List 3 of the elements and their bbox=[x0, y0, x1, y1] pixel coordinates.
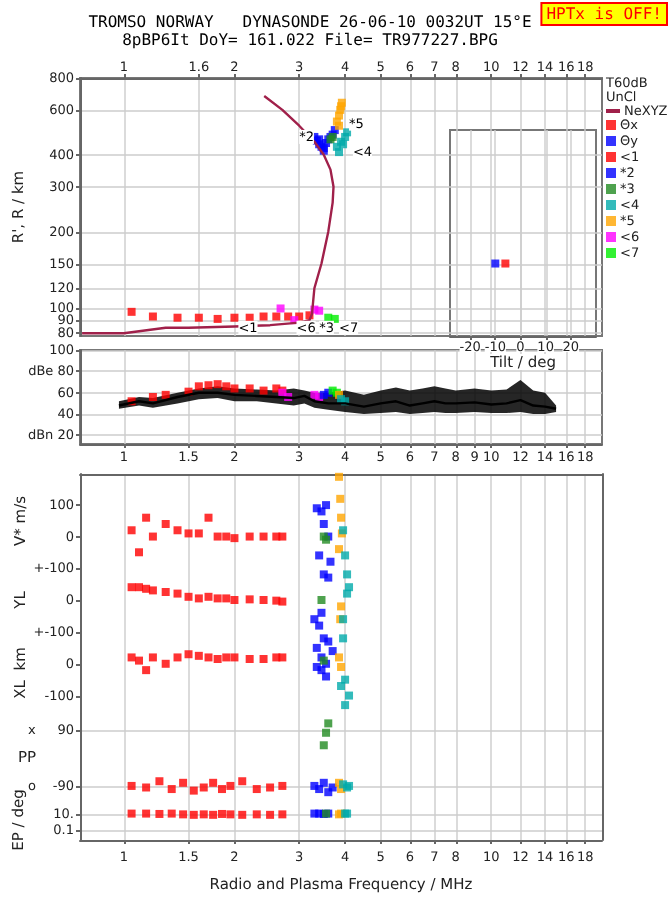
text: HPTx is OFF! bbox=[546, 5, 662, 23]
chart-title: TROMSO NORWAY DYNASONDE 26-06-10 0032UT 15°E bbox=[88, 13, 532, 31]
chart-subtitle: 8pBP6It DoY= 161.022 File= TR977227.BPG bbox=[122, 31, 499, 49]
